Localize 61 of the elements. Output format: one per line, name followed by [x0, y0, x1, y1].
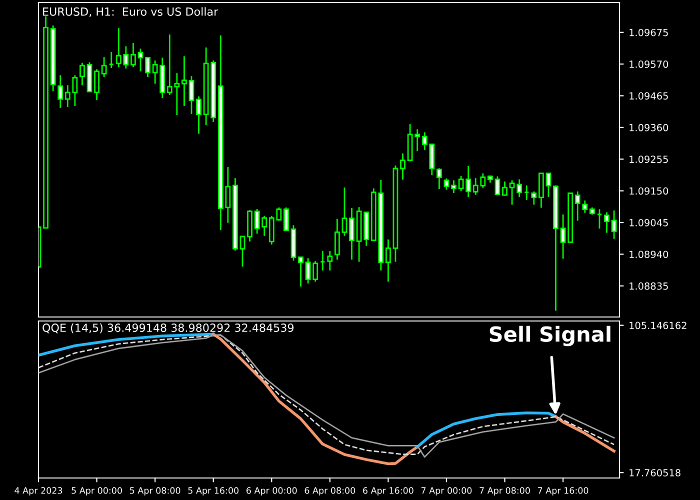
y-tick-label: 1.09360	[630, 124, 668, 132]
candlestick	[196, 96, 202, 134]
annotation: Sell Signal	[490, 326, 610, 346]
candlestick	[130, 42, 136, 68]
candlestick	[604, 212, 610, 234]
y-tick-label: 1.09465	[630, 92, 668, 100]
candlestick	[327, 250, 333, 272]
candlestick	[298, 256, 304, 288]
line-series	[38, 332, 215, 357]
candlestick	[531, 190, 537, 206]
candlestick	[451, 180, 456, 194]
candlestick	[509, 180, 515, 206]
candlestick	[284, 206, 289, 232]
y-tick-label: 1.09045	[630, 219, 668, 226]
candlestick	[400, 152, 406, 180]
candlestick	[145, 57, 150, 78]
candlestick	[101, 56, 107, 78]
y-tick-label: 17.760518	[630, 469, 680, 476]
line-series	[554, 415, 616, 453]
x-tick-label: 7 Apr 16:00	[538, 487, 588, 496]
x-tick-label: 7 Apr 08:00	[480, 487, 530, 496]
candlestick	[94, 68, 100, 101]
candlestick	[611, 210, 617, 240]
candlestick	[349, 207, 354, 260]
y-tick-label: 1.09150	[630, 187, 668, 195]
candlestick	[458, 175, 464, 192]
y-tick-label: 1.08835	[630, 282, 668, 290]
y-tick-label: 1.08940	[630, 250, 668, 258]
x-tick-label: 7 Apr 00:00	[421, 487, 472, 496]
x-tick-label: 6 Apr 08:00	[304, 487, 356, 496]
x-tick-label: 4 Apr 2023	[14, 487, 62, 496]
candlestick	[334, 218, 340, 260]
chart-title: EURUSD, H1: Euro vs US Dollar	[43, 7, 218, 17]
y-tick-label: 1.09570	[630, 60, 668, 68]
candlestick	[188, 75, 194, 115]
y-tick-label: 1.09675	[630, 28, 668, 36]
x-tick-label: 5 Apr 08:00	[130, 487, 180, 496]
candlestick	[560, 214, 566, 260]
x-tick-label: 5 Apr 00:00	[72, 487, 122, 496]
candlestick	[414, 128, 420, 152]
candlestick	[342, 186, 348, 237]
candlestick	[466, 165, 472, 198]
x-tick-label: 6 Apr 16:00	[363, 487, 414, 496]
candlestick	[385, 238, 391, 282]
candlestick	[182, 56, 187, 107]
candlestick	[240, 236, 246, 268]
candlestick	[80, 62, 85, 86]
x-tick-label: 5 Apr 16:00	[188, 487, 239, 496]
candlestick	[516, 178, 522, 198]
candlestick	[494, 176, 500, 196]
candlestick	[546, 172, 552, 198]
candlestick	[502, 180, 508, 196]
y-tick-label: 1.09255	[630, 156, 668, 163]
candlestick	[444, 178, 450, 190]
candlestick	[138, 48, 144, 72]
candlestick	[58, 74, 64, 109]
line-series	[212, 332, 419, 466]
y-tick-label: 105.146162	[630, 322, 686, 330]
candlestick	[436, 168, 442, 190]
chart-title: QQE (14,5) 36.499148 38.980292 32.484539	[42, 323, 294, 334]
x-tick-label: 6 Apr 00:00	[246, 487, 297, 496]
